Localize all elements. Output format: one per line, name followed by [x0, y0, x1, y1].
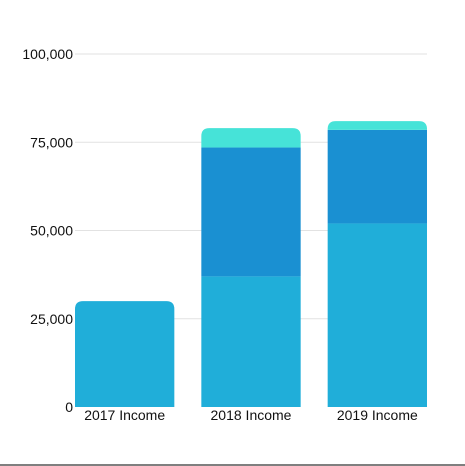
bar-segment	[201, 276, 301, 407]
x-category-label: 2019 Income	[337, 407, 418, 423]
y-tick-label: 25,000	[30, 311, 73, 327]
y-tick-label: 50,000	[30, 223, 73, 239]
bars	[75, 121, 427, 407]
y-axis-ticks: 0 25,000 50,000 75,000 100,000	[22, 46, 73, 415]
bar-segment	[201, 147, 301, 277]
bar-segment	[75, 301, 175, 407]
x-category-label: 2017 Income	[84, 407, 165, 423]
y-tick-label: 100,000	[22, 46, 73, 62]
x-category-label: 2018 Income	[211, 407, 292, 423]
bar-segment	[327, 129, 427, 224]
x-axis-categories: 2017 Income 2018 Income 2019 Income	[84, 407, 418, 423]
bar-segment	[327, 121, 427, 130]
bottom-divider	[0, 464, 465, 466]
bar-segment	[327, 223, 427, 407]
y-tick-label: 75,000	[30, 134, 73, 150]
y-tick-label: 0	[65, 399, 73, 415]
bar-segment	[201, 128, 301, 148]
